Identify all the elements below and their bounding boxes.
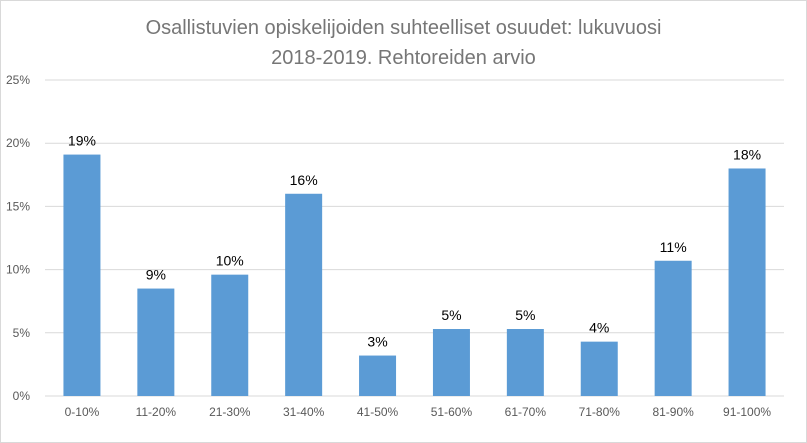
y-tick-label: 20% [6,136,30,150]
bar [728,168,766,396]
bar [137,288,175,396]
data-label: 5% [441,307,461,323]
data-label: 16% [290,172,318,188]
data-label: 19% [68,133,96,149]
chart-title-line-1: Osallistuvien opiskelijoiden suhteellise… [145,17,662,39]
data-label: 3% [367,334,387,350]
chart-title-line-2: 2018-2019. Rehtoreiden arvio [271,47,536,69]
x-tick-label: 31-40% [283,405,325,419]
x-tick-label: 21-30% [209,405,251,419]
bar [211,274,249,396]
bar [506,329,544,396]
bar [432,329,470,396]
x-tick-label: 61-70% [505,405,547,419]
y-tick-label: 25% [6,73,30,87]
data-label: 10% [216,253,244,269]
data-label: 9% [146,267,166,283]
x-tick-label: 71-80% [579,405,621,419]
x-tick-label: 41-50% [357,405,399,419]
y-tick-label: 10% [6,263,30,277]
y-tick-label: 0% [13,389,31,403]
bar [654,260,692,396]
data-label: 11% [660,239,687,255]
data-label: 5% [515,307,535,323]
bar [580,341,618,396]
data-label: 4% [589,320,609,336]
x-tick-label: 0-10% [65,405,100,419]
x-tick-label: 81-90% [652,405,694,419]
data-label: 18% [733,146,761,162]
bar [63,154,101,396]
bar [285,193,323,396]
bar [359,355,397,396]
y-tick-label: 5% [13,326,31,340]
y-tick-label: 15% [6,199,30,213]
x-tick-label: 51-60% [431,405,473,419]
x-tick-label: 11-20% [136,405,177,419]
x-tick-label: 91-100% [723,405,771,419]
